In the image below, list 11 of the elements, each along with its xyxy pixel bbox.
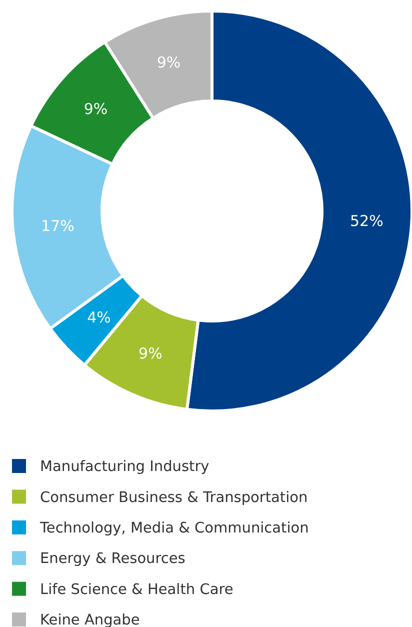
data-label: 52% bbox=[350, 212, 384, 230]
legend-label: Life Science & Health Care bbox=[40, 582, 234, 598]
legend-label: Energy & Resources bbox=[40, 551, 186, 568]
legend-label: Technology, Media & Communication bbox=[39, 520, 309, 536]
data-label: 9% bbox=[156, 53, 181, 72]
legend-label: Consumer Business & Transportation bbox=[40, 490, 308, 506]
data-label: 4% bbox=[87, 308, 111, 326]
legend-label: Manufacturing Industry bbox=[40, 459, 210, 476]
data-label: 17% bbox=[41, 216, 74, 235]
data-label: 9% bbox=[138, 344, 162, 362]
data-label: 9% bbox=[84, 100, 108, 118]
